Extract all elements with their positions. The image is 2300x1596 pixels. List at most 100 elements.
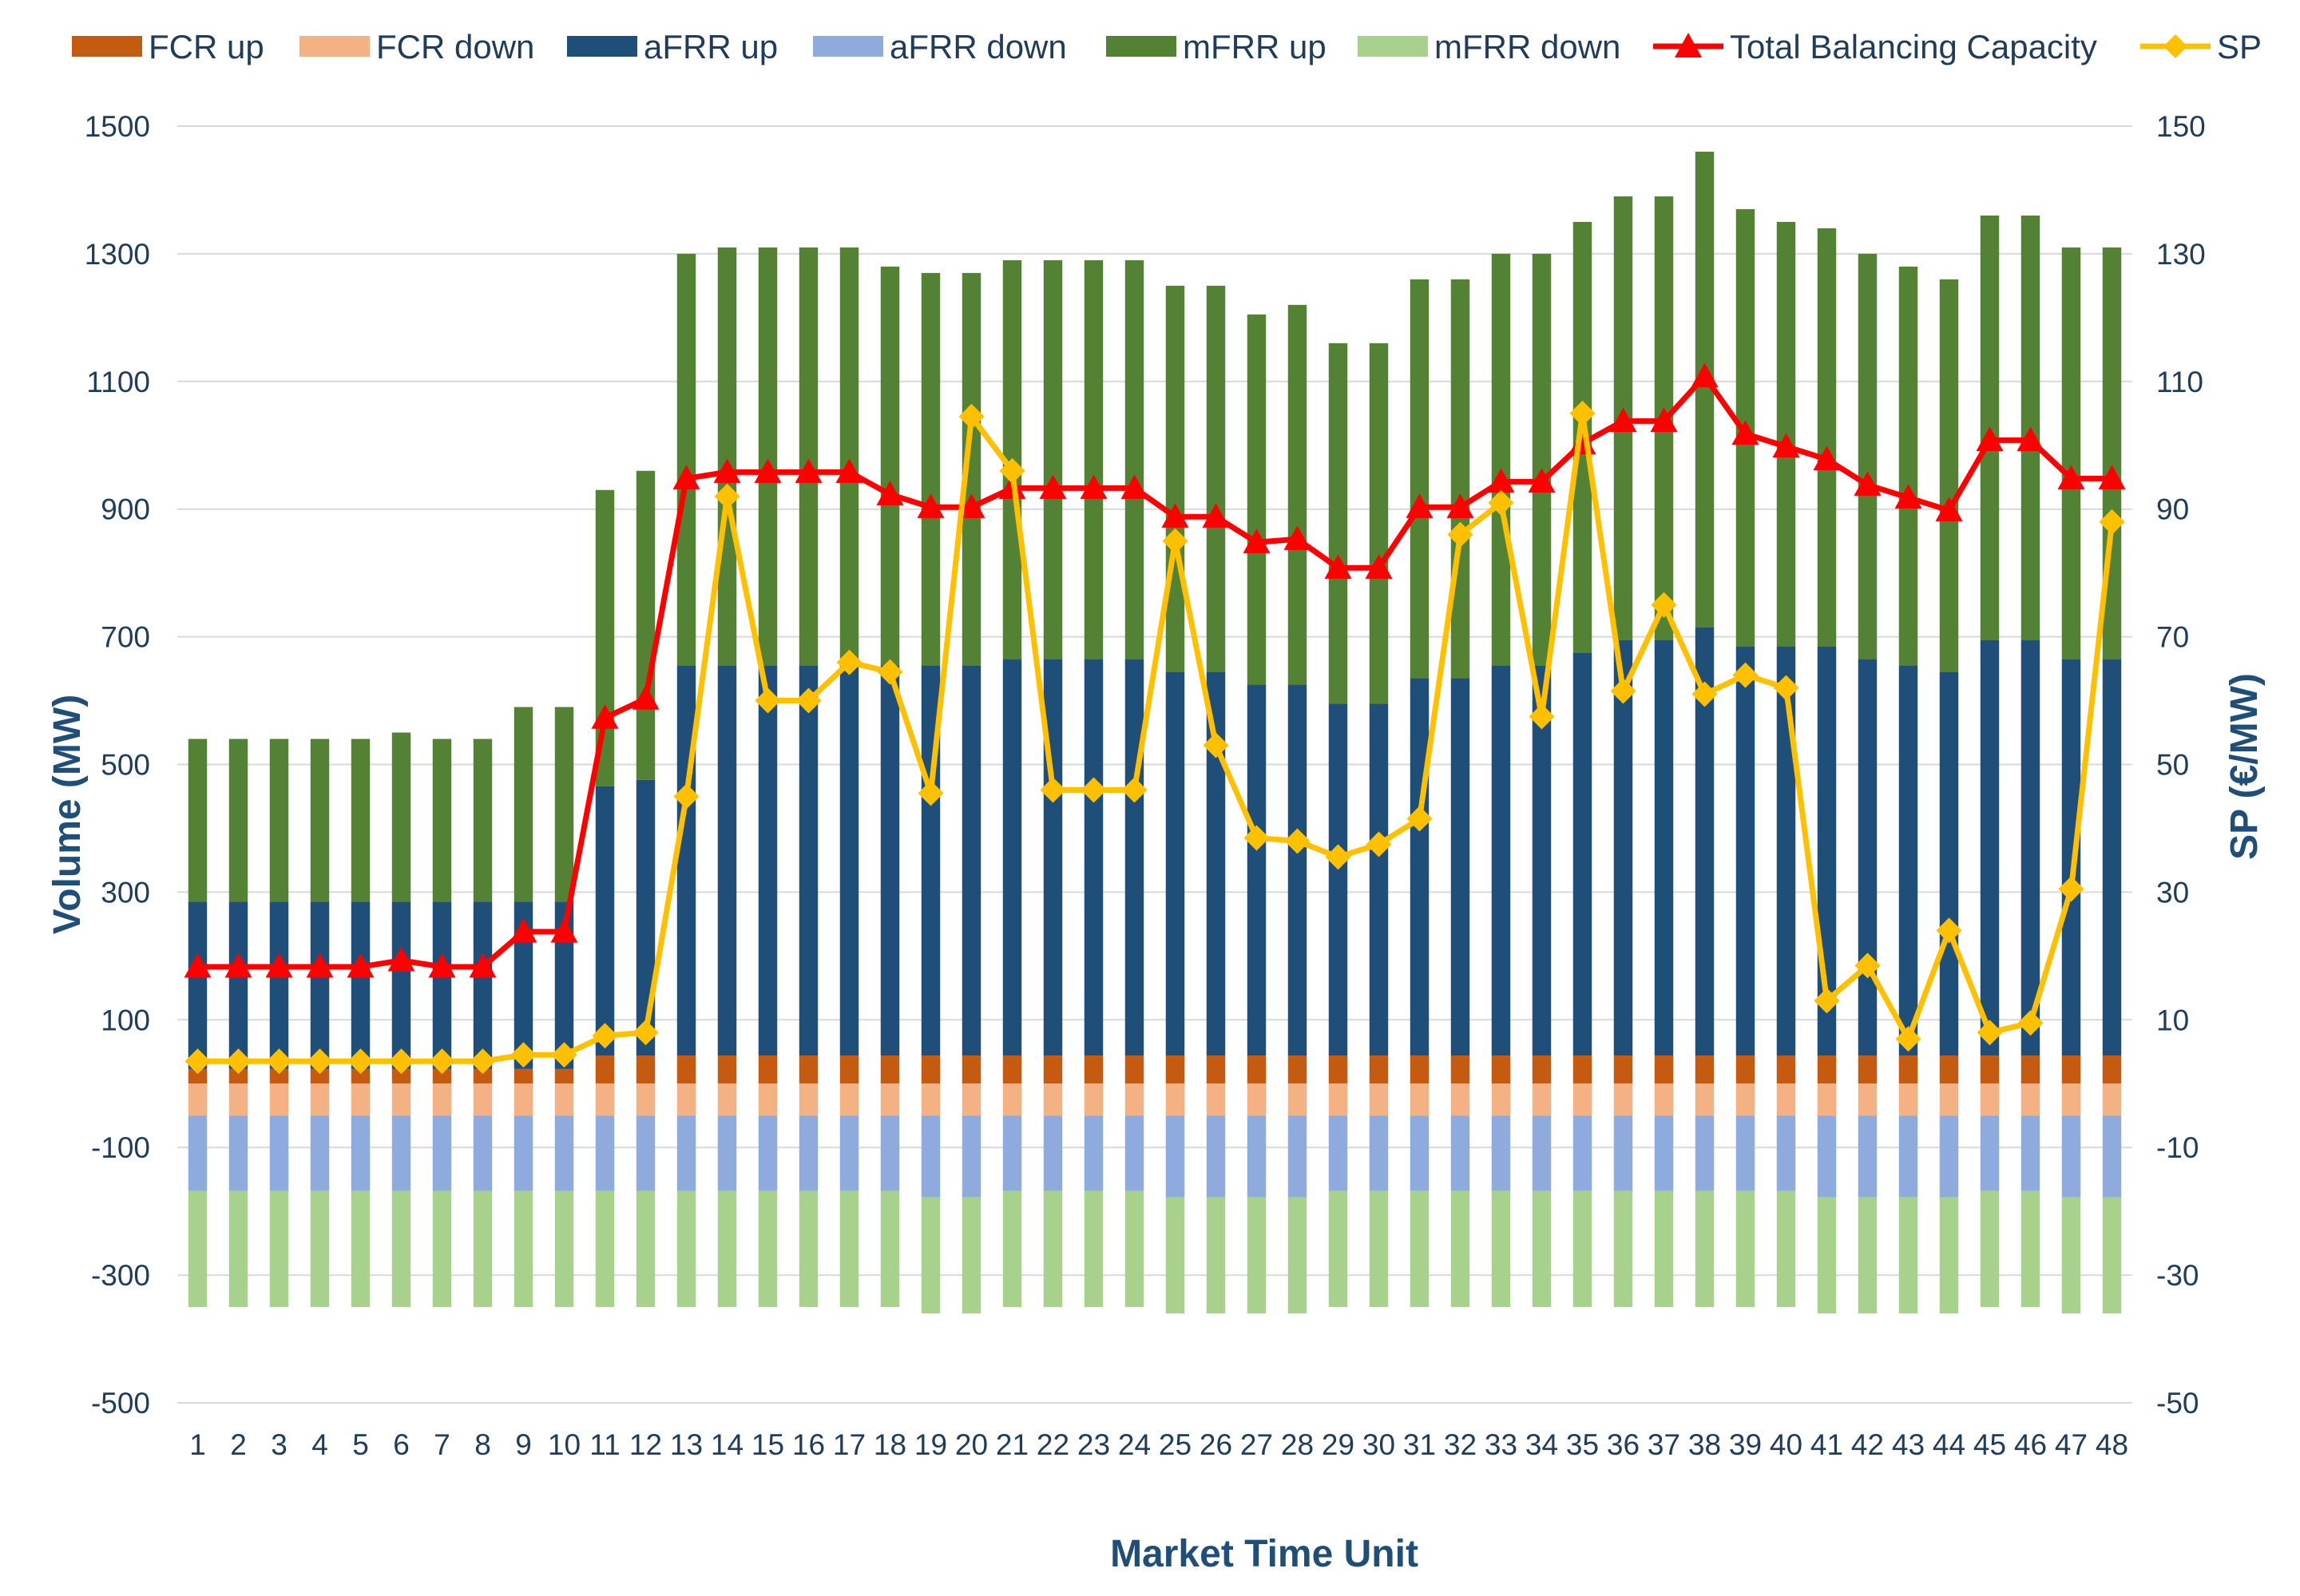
y-tick-label: 900 xyxy=(101,493,150,526)
bar-afrr-down xyxy=(1695,1115,1715,1191)
bar-fcr-down xyxy=(1206,1083,1226,1116)
bar-mfrr-up xyxy=(839,247,859,666)
x-tick-label: 45 xyxy=(1973,1428,2006,1461)
total-balancing-capacity-point xyxy=(795,458,823,483)
bar-mfrr-down xyxy=(1450,1190,1470,1308)
total-balancing-capacity-point xyxy=(1813,446,1841,470)
bar-fcr-up xyxy=(188,1068,208,1084)
x-tick-label: 17 xyxy=(833,1428,866,1461)
x-tick-label: 1 xyxy=(189,1428,206,1461)
bar-fcr-up xyxy=(962,1055,981,1084)
sp-point xyxy=(1814,988,1840,1014)
bar-fcr-down xyxy=(1858,1083,1878,1116)
bar-fcr-down xyxy=(962,1083,981,1116)
bar-fcr-down xyxy=(1124,1083,1144,1116)
bar-mfrr-up xyxy=(1165,285,1185,672)
bar-mfrr-up xyxy=(1084,259,1104,659)
total-balancing-capacity-point xyxy=(713,458,741,483)
x-tick-label: 21 xyxy=(996,1428,1029,1461)
bar-afrr-down xyxy=(880,1115,900,1191)
bar-fcr-down xyxy=(1695,1083,1715,1116)
x-tick-label: 33 xyxy=(1485,1428,1517,1461)
bar-fcr-up xyxy=(1369,1055,1389,1084)
bar-mfrr-up xyxy=(758,247,778,666)
x-tick-label: 37 xyxy=(1648,1428,1680,1461)
bar-fcr-down xyxy=(1491,1083,1511,1116)
x-tick-label: 28 xyxy=(1281,1428,1314,1461)
bar-mfrr-down xyxy=(839,1190,859,1308)
bar-fcr-down xyxy=(514,1083,533,1116)
x-tick-label: 3 xyxy=(271,1428,288,1461)
bar-afrr-down xyxy=(473,1115,493,1191)
legend-mfrr-up-swatch xyxy=(1106,36,1176,57)
y2-tick-label: -10 xyxy=(2156,1131,2199,1164)
bar-fcr-up xyxy=(310,1068,330,1084)
bar-afrr-up xyxy=(310,901,330,1069)
bar-fcr-up xyxy=(1165,1055,1185,1084)
x-tick-label: 22 xyxy=(1037,1428,1069,1461)
y2-tick-label: 30 xyxy=(2156,876,2189,909)
bar-afrr-up xyxy=(554,901,574,1069)
total-balancing-capacity-point xyxy=(224,952,252,978)
bar-fcr-up xyxy=(921,1055,941,1084)
bar-fcr-down xyxy=(2061,1083,2081,1116)
bar-afrr-up xyxy=(799,665,819,1056)
bar-afrr-up xyxy=(269,901,289,1069)
bar-afrr-up xyxy=(1287,684,1307,1056)
bar-afrr-up xyxy=(188,901,208,1069)
bar-afrr-down xyxy=(717,1115,737,1191)
legend-fcr-down-swatch xyxy=(299,36,370,57)
bar-fcr-down xyxy=(1002,1083,1022,1116)
sp-point xyxy=(1162,528,1188,554)
bar-mfrr-down xyxy=(2020,1190,2040,1308)
bar-fcr-up xyxy=(1084,1055,1104,1084)
bar-afrr-up xyxy=(1084,659,1104,1056)
bar-afrr-up xyxy=(1939,671,1959,1056)
bar-afrr-down xyxy=(1124,1115,1144,1191)
x-tick-label: 23 xyxy=(1077,1428,1110,1461)
x-tick-label: 48 xyxy=(2096,1428,2128,1461)
bar-afrr-down xyxy=(1410,1115,1430,1191)
total-balancing-capacity-point xyxy=(1365,554,1393,579)
bar-mfrr-up xyxy=(188,739,208,902)
sp-point xyxy=(1854,952,1881,979)
total-balancing-capacity-point xyxy=(835,458,863,483)
bar-fcr-down xyxy=(2020,1083,2040,1116)
total-balancing-capacity-point xyxy=(2098,465,2126,489)
bar-mfrr-up xyxy=(880,266,900,666)
legend-afrr-up-swatch xyxy=(567,36,637,57)
bar-mfrr-up xyxy=(717,247,737,666)
sp-point xyxy=(1569,400,1596,426)
sp-point xyxy=(307,1048,333,1075)
total-balancing-capacity-point xyxy=(2057,465,2085,489)
bar-fcr-down xyxy=(554,1083,574,1116)
x-tick-label: 26 xyxy=(1200,1428,1232,1461)
x-tick-label: 31 xyxy=(1403,1428,1436,1461)
bar-afrr-down xyxy=(2061,1115,2081,1198)
bar-fcr-down xyxy=(1898,1083,1918,1116)
bar-afrr-up xyxy=(228,901,248,1069)
bar-mfrr-down xyxy=(1206,1197,1226,1314)
bar-fcr-up xyxy=(391,1068,411,1084)
y-tick-label: 1100 xyxy=(86,366,150,398)
bar-afrr-down xyxy=(1043,1115,1063,1191)
total-balancing-capacity-point xyxy=(1731,420,1759,445)
x-tick-label: 19 xyxy=(914,1428,947,1461)
total-balancing-capacity-point xyxy=(1120,474,1148,499)
bar-afrr-down xyxy=(1858,1115,1878,1198)
bar-afrr-down xyxy=(1328,1115,1348,1191)
bar-fcr-up xyxy=(1898,1055,1918,1084)
bar-fcr-down xyxy=(2102,1083,2122,1116)
bar-mfrr-up xyxy=(1287,304,1307,685)
total-balancing-capacity-point xyxy=(306,952,334,978)
sp-point xyxy=(1040,777,1066,803)
bar-fcr-up xyxy=(1206,1055,1226,1084)
bar-mfrr-down xyxy=(351,1190,371,1308)
sp-point xyxy=(632,1020,659,1046)
bar-afrr-down xyxy=(1898,1115,1918,1198)
total-balancing-capacity-point xyxy=(428,952,456,978)
legend-mfrr-down-label: mFRR down xyxy=(1434,28,1620,65)
legend-total-balancing-capacity-marker xyxy=(1675,33,1702,57)
sp-point xyxy=(1895,1026,1921,1052)
bar-afrr-up xyxy=(676,665,696,1056)
